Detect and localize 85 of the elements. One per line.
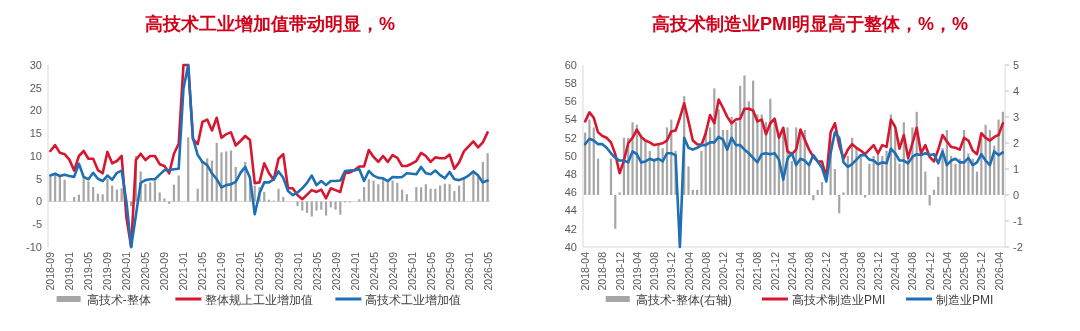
y2-tick-label: 0 <box>1013 188 1020 201</box>
x-tick-label: 2023-04 <box>837 251 850 291</box>
x-tick-label: 2022-08 <box>803 251 816 291</box>
x-tick-label: 2025-08 <box>958 251 971 291</box>
x-tick-label: 2023-08 <box>854 251 867 291</box>
y-tick-label: 44 <box>564 204 577 217</box>
x-tick-label: 2024-04 <box>889 251 902 291</box>
x-tick-label: 2023-09 <box>329 251 342 291</box>
x-tick-label: 2020-04 <box>682 251 695 291</box>
y-tick-label: 20 <box>29 104 42 117</box>
legend-label: 高技术工业增加值 <box>365 292 462 307</box>
y-tick-label: 5 <box>35 172 42 185</box>
y-tick-label: 58 <box>564 77 577 90</box>
x-tick-label: 2025-12 <box>975 251 988 291</box>
y2-tick-label: -2 <box>1013 240 1023 253</box>
x-tick-label: 2024-08 <box>906 251 919 291</box>
x-tick-label: 2022-04 <box>785 251 798 291</box>
y-tick-label: 54 <box>564 113 577 126</box>
y-tick-label: 52 <box>564 131 577 144</box>
x-tick-label: 2026-05 <box>481 251 494 291</box>
x-tick-label: 2020-05 <box>139 251 152 291</box>
x-tick-label: 2025-01 <box>405 251 418 291</box>
y-tick-label: 25 <box>29 81 42 94</box>
x-tick-label: 2021-12 <box>768 251 781 291</box>
y-tick-label: 60 <box>564 58 577 71</box>
x-tick-label: 2020-09 <box>158 251 171 291</box>
x-tick-label: 2024-05 <box>367 251 380 291</box>
legend-label: 高技术-整体 <box>86 292 151 307</box>
x-tick-label: 2024-09 <box>386 251 399 291</box>
x-tick-label: 2023-01 <box>291 251 304 291</box>
x-tick-label: 2018-12 <box>613 251 626 291</box>
x-tick-label: 2021-05 <box>196 251 209 291</box>
x-tick-label: 2020-12 <box>716 251 729 291</box>
legend-label: 高技术制造业PMI <box>791 292 886 307</box>
legend-label: 高技术-整体(右轴) <box>635 292 732 307</box>
y2-tick-label: 2 <box>1013 136 1020 149</box>
x-tick-label: 2018-08 <box>596 251 609 291</box>
x-tick-label: 2023-05 <box>310 251 323 291</box>
x-tick-label: 2023-12 <box>871 251 884 291</box>
x-tick-label: 2020-01 <box>120 251 133 291</box>
x-tick-label: 2021-01 <box>177 251 190 291</box>
x-tick-label: 2024-12 <box>923 251 936 291</box>
x-tick-label: 2024-01 <box>348 251 361 291</box>
y-tick-label: 10 <box>29 149 42 162</box>
x-tick-label: 2019-12 <box>665 251 678 291</box>
x-tick-label: 2019-04 <box>630 251 643 291</box>
x-tick-label: 2018-04 <box>579 251 592 291</box>
y-tick-label: 30 <box>29 58 42 71</box>
x-tick-label: 2019-08 <box>648 251 661 291</box>
x-tick-label: 2019-05 <box>82 251 95 291</box>
x-tick-label: 2018-09 <box>44 251 57 291</box>
x-tick-label: 2022-05 <box>253 251 266 291</box>
x-tick-label: 2022-01 <box>234 251 247 291</box>
x-tick-label: 2019-09 <box>101 251 114 291</box>
x-tick-label: 2022-12 <box>820 251 833 291</box>
y-tick-label: 42 <box>564 222 577 235</box>
y-tick-label: 40 <box>564 240 577 253</box>
x-tick-label: 2021-09 <box>215 251 228 291</box>
y2-tick-label: -1 <box>1013 214 1023 227</box>
legend-label: 整体规上工业增加值 <box>205 292 314 307</box>
x-tick-label: 2020-08 <box>699 251 712 291</box>
y-tick-label: -5 <box>32 218 42 231</box>
x-tick-label: 2026-04 <box>992 251 1005 291</box>
x-tick-label: 2021-08 <box>751 251 764 291</box>
y2-tick-label: 5 <box>1013 58 1020 71</box>
y-tick-label: 46 <box>564 186 577 199</box>
x-tick-label: 2021-04 <box>734 251 747 291</box>
y-tick-label: 56 <box>564 95 577 108</box>
y2-tick-label: 1 <box>1013 162 1020 175</box>
x-tick-label: 2025-09 <box>443 251 456 291</box>
y2-tick-label: 3 <box>1013 110 1020 123</box>
x-tick-label: 2025-05 <box>424 251 437 291</box>
x-tick-label: 2022-09 <box>272 251 285 291</box>
y-tick-label: 50 <box>564 149 577 162</box>
legend-label: 制造业PMI <box>936 292 994 307</box>
y-tick-label: -10 <box>26 240 42 253</box>
x-tick-label: 2019-01 <box>63 251 76 291</box>
y2-tick-label: 4 <box>1013 84 1020 97</box>
x-tick-label: 2026-01 <box>462 251 475 291</box>
x-tick-label: 2025-04 <box>940 251 953 291</box>
y-tick-label: 48 <box>564 168 577 181</box>
y-tick-label: 15 <box>29 127 42 140</box>
y-tick-label: 0 <box>35 195 42 208</box>
chart-title: 高技术工业增加值带动明显，% <box>144 14 396 34</box>
chart-title: 高技术制造业PMI明显高于整体，%，% <box>651 14 969 34</box>
